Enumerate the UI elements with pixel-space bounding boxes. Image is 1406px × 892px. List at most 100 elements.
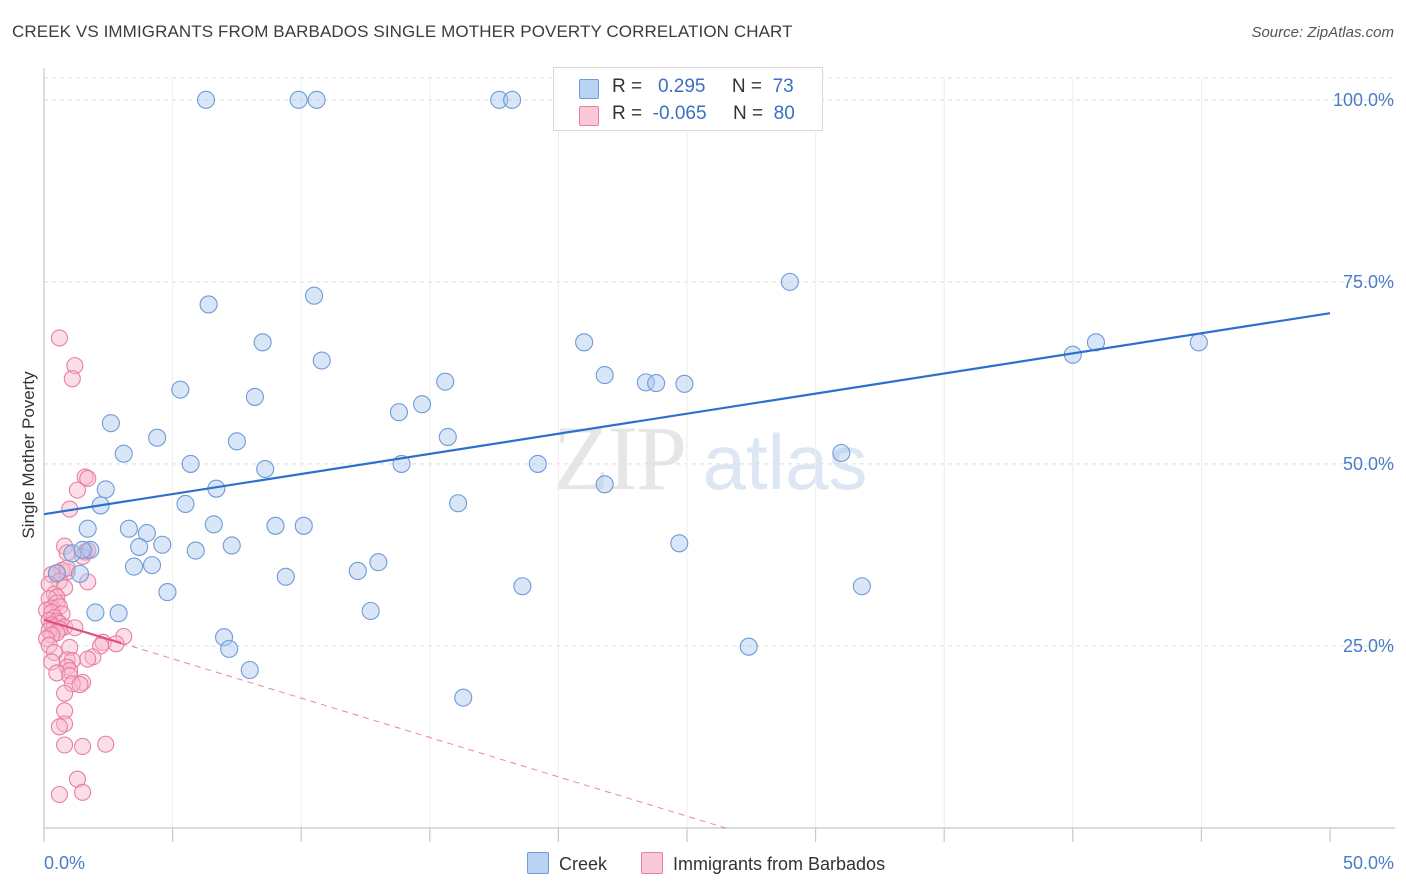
creek-point — [266, 516, 285, 535]
barbados-point — [48, 664, 66, 682]
creek-point — [70, 564, 90, 583]
creek-point — [222, 536, 241, 555]
creek-point — [114, 444, 133, 463]
creek-point — [575, 333, 594, 352]
creek-point — [454, 688, 473, 707]
creek-point — [176, 494, 195, 514]
barbados-point — [74, 783, 92, 801]
barbados-points — [38, 329, 133, 804]
barbados-swatch — [579, 106, 599, 126]
creek-point — [361, 601, 380, 621]
barbados-point — [56, 736, 74, 754]
creek-point — [832, 443, 851, 463]
barbados-point — [79, 469, 97, 488]
creek-point — [670, 534, 689, 553]
creek-point — [389, 403, 408, 422]
barbados-point — [61, 662, 79, 680]
barbados-point — [68, 770, 86, 788]
bottom-legend-creek: Creek — [527, 852, 607, 875]
legend: R = 0.295 N = 73 R = -0.065 N = 80 — [553, 67, 823, 131]
barbados-trend-extension — [121, 642, 726, 829]
creek-point — [256, 459, 275, 479]
creek-point — [513, 577, 532, 596]
creek-point — [647, 374, 666, 393]
creek-point — [312, 351, 331, 370]
creek-point — [148, 428, 167, 447]
trend-lines — [43, 312, 1331, 829]
creek-point — [101, 414, 120, 433]
creek-point — [109, 604, 128, 623]
creek-trend-line — [43, 312, 1331, 516]
legend-n-value: 80 — [773, 103, 795, 124]
creek-point — [675, 374, 694, 393]
barbados-point — [79, 650, 97, 668]
creek-point — [142, 556, 162, 575]
creek-point — [852, 577, 871, 596]
creek-point — [153, 535, 172, 554]
creek-point — [348, 561, 367, 581]
legend-n-label: N = — [731, 76, 763, 97]
creek-point — [81, 540, 100, 559]
chart-title: CREEK VS IMMIGRANTS FROM BARBADOS SINGLE… — [12, 22, 793, 41]
y-axis-title: Single Mother Poverty — [19, 371, 38, 539]
creek-point — [119, 519, 138, 538]
creek-point — [1189, 333, 1208, 352]
creek-point — [289, 90, 308, 109]
creek-point — [436, 372, 455, 391]
x-tick-label: 50.0% — [1343, 853, 1394, 873]
barbados-point — [66, 357, 84, 375]
creek-point — [204, 515, 223, 534]
creek-point — [595, 475, 614, 494]
barbados-point — [107, 635, 125, 653]
barbados-point — [97, 735, 115, 753]
barbados-legend-label: Immigrants from Barbados — [673, 854, 886, 874]
creek-point — [413, 395, 432, 414]
creek-point — [307, 90, 326, 109]
creek-point — [305, 286, 324, 305]
creek-point — [196, 90, 216, 109]
barbados-point — [71, 676, 89, 694]
creek-point — [528, 454, 547, 473]
barbados-point — [74, 737, 92, 755]
creek-point — [240, 660, 259, 680]
axis-labels: 25.0% 50.0% 75.0% 100.0% 0.0% 50.0% Single Mot… — [19, 90, 1394, 873]
barbados-point — [50, 329, 68, 347]
creek-legend-swatch — [527, 852, 549, 874]
creek-point — [503, 90, 522, 109]
grid-lines — [44, 77, 1395, 828]
creek-point — [124, 557, 144, 576]
barbados-point — [68, 481, 86, 499]
creek-point — [739, 637, 758, 656]
y-tick-label: 50.0% — [1343, 454, 1394, 474]
y-tick-label: 25.0% — [1343, 636, 1394, 656]
watermark-atlas: atlas — [702, 418, 868, 506]
creek-point — [595, 366, 614, 385]
creek-point — [449, 494, 468, 513]
creek-swatch — [579, 79, 599, 99]
barbados-point — [74, 547, 92, 565]
barbados-point — [50, 785, 68, 804]
barbados-trend-line — [43, 618, 122, 645]
creek-point — [276, 567, 295, 586]
creek-point — [130, 537, 149, 556]
creek-point — [137, 524, 156, 543]
legend-n-value: 73 — [772, 76, 794, 97]
creek-point — [227, 432, 246, 451]
y-tick-label: 100.0% — [1333, 90, 1394, 110]
x-tick-label: 0.0% — [44, 853, 85, 873]
barbados-point — [56, 684, 74, 702]
legend-r-value: -0.065 — [652, 103, 707, 124]
creek-point — [245, 387, 264, 406]
barbados-point — [43, 653, 61, 671]
barbados-point — [56, 702, 74, 720]
creek-point — [438, 427, 457, 447]
creek-point — [294, 516, 313, 535]
barbados-legend-swatch — [641, 852, 663, 874]
creek-point — [78, 519, 97, 538]
creek-point — [199, 295, 218, 314]
axes — [43, 68, 1395, 842]
creek-point — [369, 553, 388, 572]
creek-point — [490, 90, 509, 109]
legend-r-label: R = — [612, 76, 643, 97]
